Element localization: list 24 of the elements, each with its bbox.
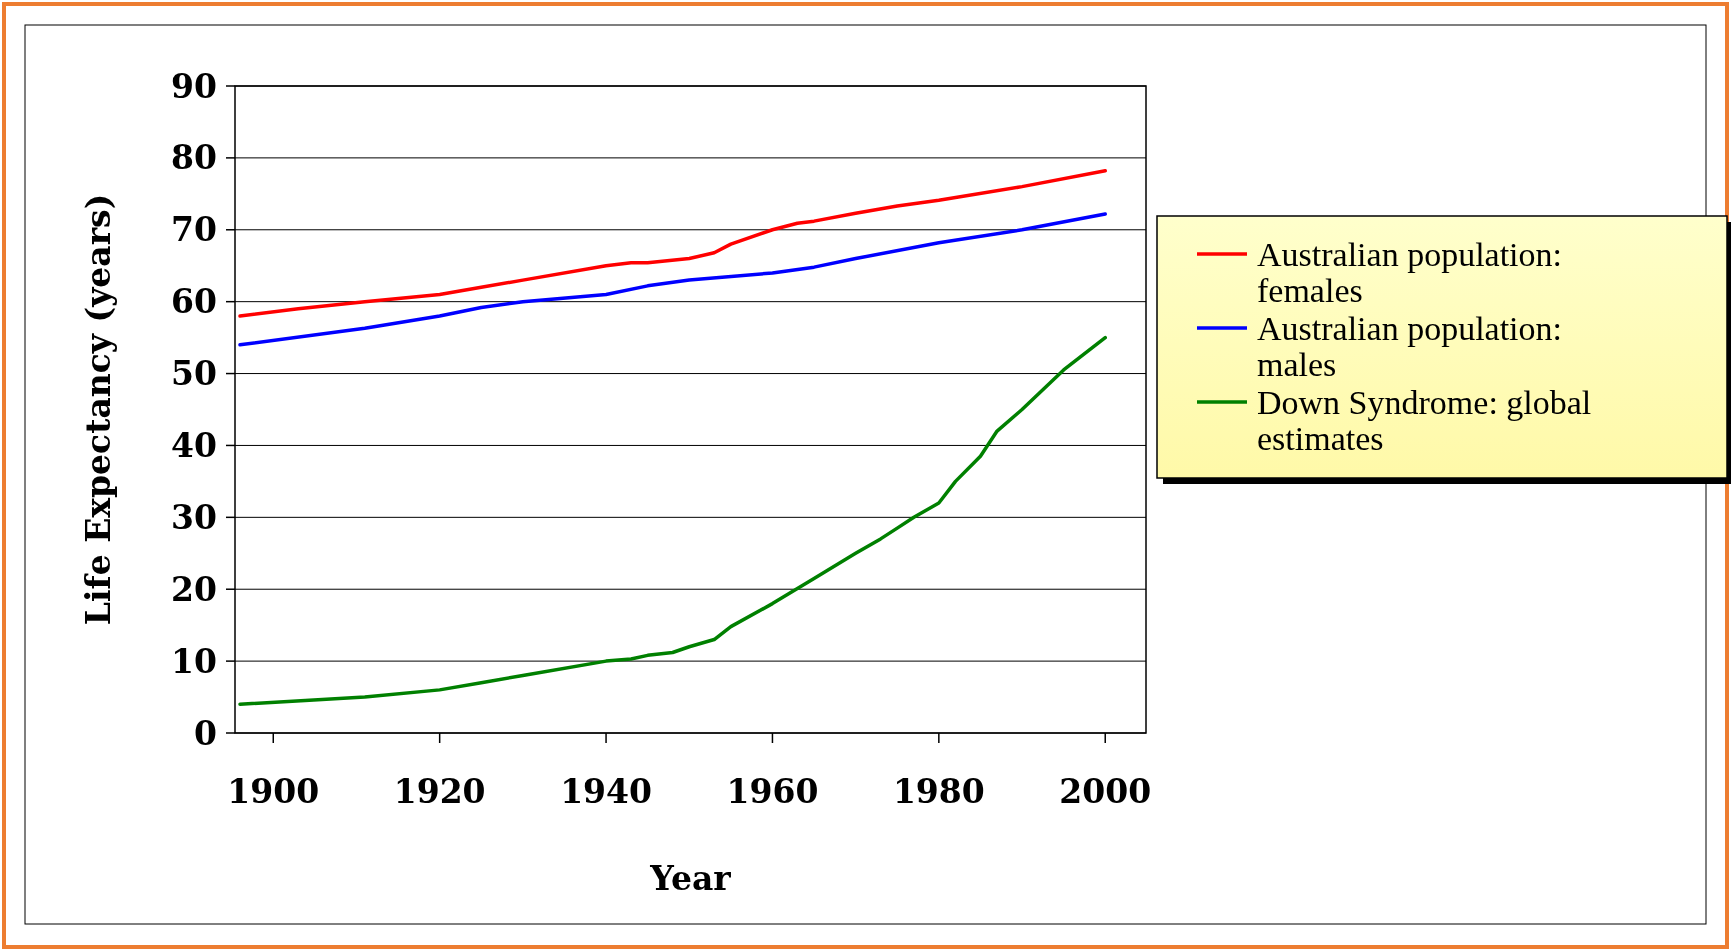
y-tick-label: 30 (171, 497, 217, 537)
x-tick-label: 1960 (726, 772, 819, 811)
x-tick-label: 2000 (1059, 772, 1152, 811)
y-tick-label: 60 (171, 282, 217, 322)
y-tick-label: 90 (171, 66, 217, 106)
y-tick-label: 10 (171, 641, 217, 681)
x-tick-label: 1920 (393, 772, 486, 811)
y-axis-title: Life Expectancy (years) (79, 193, 118, 626)
x-tick-label: 1900 (227, 772, 320, 811)
legend-label: Down Syndrome: global estimates (1257, 384, 1592, 457)
legend-label: Australian population: females (1257, 236, 1563, 309)
y-tick-label: 40 (171, 425, 217, 465)
x-tick-label: 1980 (892, 772, 985, 811)
line-series (238, 335, 1107, 706)
y-tick-label: 20 (171, 569, 217, 609)
line-series (238, 212, 1107, 347)
line-series (238, 169, 1107, 318)
y-tick-label: 50 (171, 354, 217, 394)
legend-label: Australian population: males (1257, 310, 1563, 383)
x-tick-label: 1940 (560, 772, 652, 811)
y-tick-label: 70 (171, 210, 217, 250)
x-axis-title: Year (649, 859, 732, 898)
y-tick-label: 0 (194, 713, 217, 753)
y-tick-label: 80 (171, 138, 217, 178)
